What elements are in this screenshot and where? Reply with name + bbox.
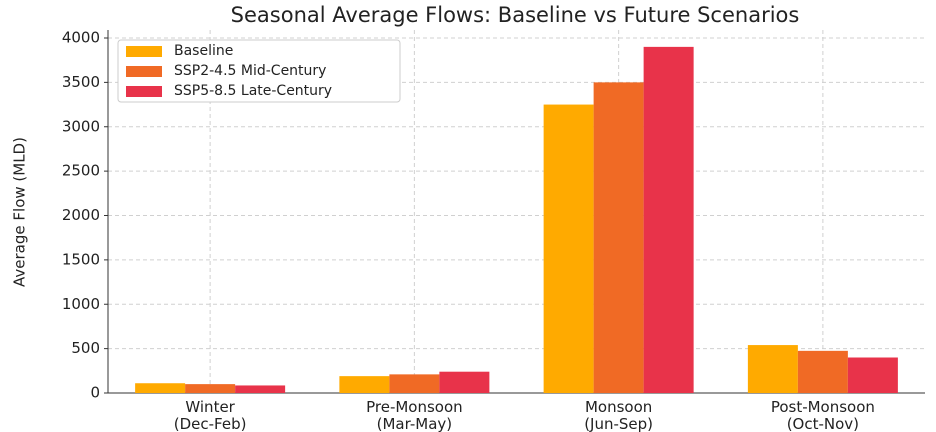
x-tick-label: Winter (Dec-Feb) (174, 398, 247, 432)
y-tick-label: 1000 (62, 295, 100, 313)
legend-label: SSP5-8.5 Late-Century (174, 83, 332, 99)
x-tick-label: Monsoon (Jun-Sep) (584, 398, 653, 432)
y-axis-label: Average Flow (MLD) (11, 137, 29, 287)
legend-swatch (126, 66, 162, 77)
bar (847, 357, 898, 393)
bar (185, 384, 236, 393)
x-tick-label: Pre-Monsoon (Mar-May) (366, 398, 463, 432)
x-tick-label: Post-Monsoon (Oct-Nov) (771, 398, 875, 432)
legend-swatch (126, 86, 162, 97)
bar (747, 345, 798, 393)
y-tick-label: 3000 (62, 117, 100, 135)
chart-title: Seasonal Average Flows: Baseline vs Futu… (231, 3, 800, 27)
bar (797, 350, 848, 393)
legend-box (117, 39, 401, 103)
bar (643, 46, 694, 393)
bar (389, 374, 440, 393)
bar (543, 104, 594, 393)
y-tick-label: 500 (71, 339, 100, 357)
y-tick-label: 3500 (62, 73, 100, 91)
legend-label: Baseline (174, 43, 233, 59)
legend-swatch (126, 46, 162, 57)
bar (235, 385, 286, 393)
y-tick-label: 2000 (62, 206, 100, 224)
y-tick-label: 4000 (62, 29, 100, 47)
bar (339, 376, 390, 393)
legend-label: SSP2-4.5 Mid-Century (174, 63, 326, 79)
bar (135, 383, 186, 393)
y-tick-label: 2500 (62, 162, 100, 180)
y-tick-label: 0 (90, 384, 100, 402)
bar (439, 371, 490, 393)
y-tick-label: 1500 (62, 250, 100, 268)
bar (593, 82, 644, 393)
